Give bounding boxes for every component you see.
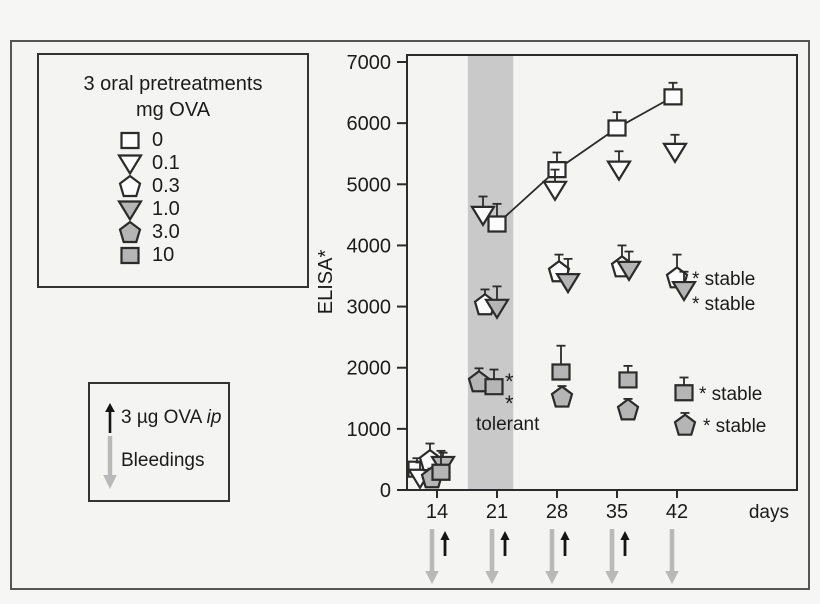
pretreatment-legend-title-line2: mg OVA: [135, 99, 211, 121]
x-tick-label: 14: [426, 501, 448, 523]
legend-item-0mg: 0: [117, 129, 180, 152]
y-tick-label: 6000: [347, 113, 392, 135]
y-tick-label: 4000: [347, 235, 392, 257]
stable-annotation-3-0mg: * stable: [703, 416, 766, 437]
pretreatment-legend-items: 0 0.1 0.3 1.0 3.0 10: [117, 129, 180, 267]
stable-annotation-1-0mg: * stable: [692, 294, 755, 315]
marker-10-mg-OVA-day21: [484, 378, 504, 396]
bleeding-down-arrow-icon: [103, 436, 117, 489]
legend-item-1.0mg: 1.0: [117, 198, 180, 221]
x-tick-label: 35: [606, 501, 628, 523]
marker-1-0-mg-OVA-day35: [616, 260, 642, 282]
legend-item-label: 0.3: [152, 175, 180, 197]
marker-10-mg-OVA-day28: [551, 363, 571, 381]
legend-marker-pentagon-gray-icon: [118, 221, 142, 244]
legend-item-0.3mg: 0.3: [117, 175, 180, 198]
stable-annotation-10mg: * stable: [699, 384, 762, 405]
bleeding-label: Bleedings: [121, 450, 205, 471]
legend-item-0.1mg: 0.1: [117, 152, 180, 175]
series-line-0-mg-OVA: [496, 96, 674, 225]
tolerant-label: tolerant: [476, 414, 540, 435]
marker-3-0-mg-OVA-day35: [616, 398, 640, 421]
bleeding-arrow-day14: [425, 529, 439, 584]
significance-asterisk-day21-upper: *: [505, 369, 514, 394]
legend-item-label: 0.1: [152, 152, 180, 174]
pretreatment-legend-title-line1: 3 oral pretreatments: [83, 73, 263, 95]
marker-0-mg-OVA-day42: [663, 88, 683, 106]
marker-3-0-mg-OVA-day42: [673, 413, 697, 436]
pretreatment-legend: 3 oral pretreatments mg OVA 0 0.1 0.3 1.0 3.…: [37, 53, 309, 288]
marker-0-1-mg-OVA-day21: [470, 205, 496, 227]
marker-0-mg-OVA-day21: [487, 215, 507, 233]
injection-arrow-day14: [440, 531, 450, 556]
legend-item-label: 3.0: [152, 221, 180, 243]
x-tick-label: 21: [486, 501, 508, 523]
marker-1-0-mg-OVA-day28: [555, 273, 581, 295]
events-legend: 3 µg OVA ip Bleedings: [88, 382, 230, 502]
x-tick-label: 42: [666, 501, 688, 523]
marker-1-0-mg-OVA-day42: [671, 280, 697, 303]
injection-arrow-day28: [560, 531, 570, 556]
marker-0-1-mg-OVA-day28: [542, 180, 568, 202]
bleeding-arrow-day28: [545, 529, 559, 584]
bleeding-arrow-day21: [485, 529, 499, 584]
y-tick-label: 7000: [347, 52, 392, 74]
y-tick-label: 5000: [347, 174, 392, 196]
marker-1-0-mg-OVA-day21: [484, 298, 510, 320]
marker-0-mg-OVA-day35: [607, 119, 627, 137]
legend-marker-square-white-icon: [120, 131, 140, 150]
plot-frame: [406, 54, 798, 491]
x-axis-title: days: [749, 502, 789, 523]
marker-3-0-mg-OVA-day21: [467, 369, 491, 393]
marker-10-mg-OVA-day35: [618, 371, 638, 389]
legend-item-label: 0: [152, 129, 164, 151]
bleeding-arrow-day35: [605, 529, 619, 584]
significance-asterisk-day21-lower: *: [505, 391, 514, 416]
marker-3-0-mg-OVA-day28: [550, 385, 574, 408]
legend-item-label: 10: [152, 244, 175, 266]
legend-marker-pentagon-white-icon: [118, 175, 142, 198]
y-tick-label: 0: [380, 480, 391, 502]
legend-marker-triangle-down-gray-icon: [117, 200, 143, 221]
injection-label: 3 µg OVA ip: [121, 407, 221, 429]
y-tick-label: 1000: [347, 419, 392, 441]
injection-arrow-day35: [620, 531, 630, 556]
x-tick-label: 28: [546, 501, 568, 523]
injection-label-text: 3 µg OVA: [121, 407, 202, 428]
y-tick-label: 2000: [347, 358, 392, 380]
stable-annotation-0-3mg: * stable: [692, 269, 755, 290]
injection-label-ip: ip: [206, 407, 222, 428]
marker-10-mg-OVA-day42: [674, 384, 694, 402]
bleeding-arrow-day42: [665, 529, 679, 584]
legend-marker-square-gray-icon: [120, 246, 140, 265]
tolerant-band: [467, 55, 514, 490]
injection-up-arrow-icon: [105, 403, 115, 433]
marker-10-mg-OVA-day14: [431, 463, 451, 481]
legend-item-10mg: 10: [117, 244, 180, 267]
legend-marker-triangle-down-white-icon: [117, 154, 143, 175]
marker-0-1-mg-OVA-day35: [606, 160, 632, 182]
legend-item-label: 1.0: [152, 198, 180, 220]
y-tick-label: 3000: [347, 297, 392, 319]
marker-0-1-mg-OVA-day42: [662, 142, 688, 164]
legend-item-3.0mg: 3.0: [117, 221, 180, 244]
y-axis-title: ELISA*: [315, 250, 337, 315]
injection-arrow-day21: [500, 531, 510, 556]
